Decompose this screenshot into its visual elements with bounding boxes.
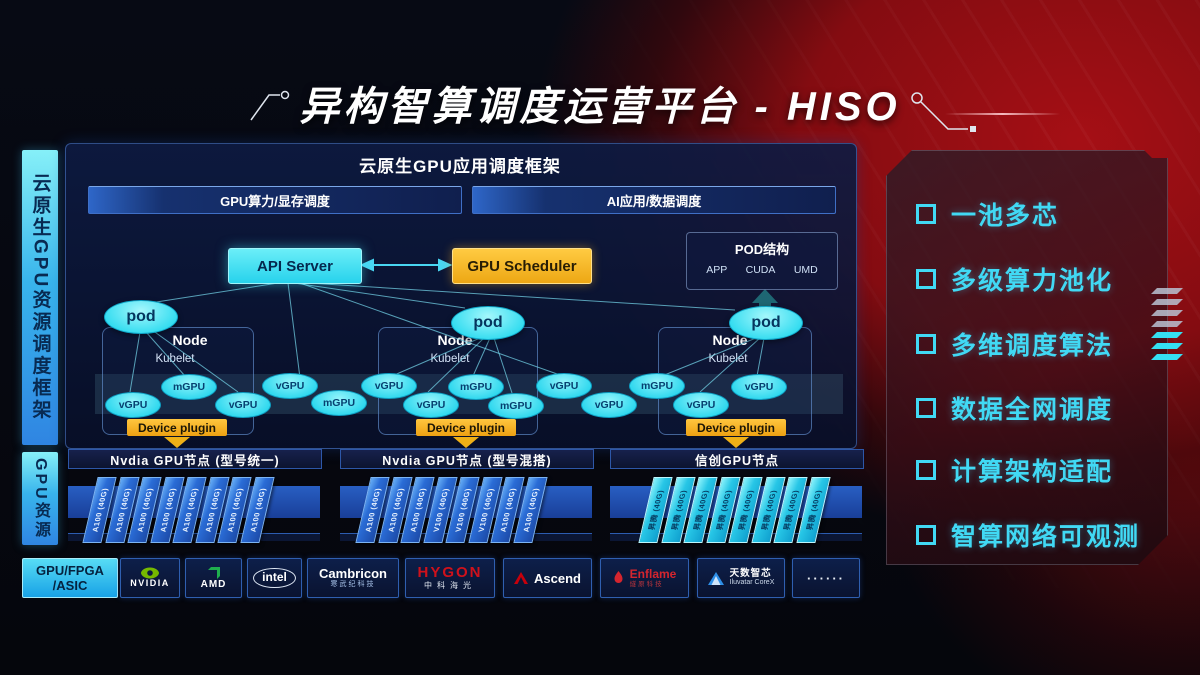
feature-item: 一池多芯	[916, 196, 1059, 232]
pod-layer-umd: UMD	[793, 264, 818, 276]
framework-title: 云原生GPU应用调度框架	[359, 157, 561, 176]
down-arrow-icon	[723, 437, 749, 448]
sidebar-gpu-label: GPU资源	[32, 457, 49, 540]
vendor-ascend: Ascend	[503, 558, 592, 598]
down-arrow-icon	[164, 437, 190, 448]
gpu-group-header-2: Nvdia GPU节点 (型号混搭)	[340, 449, 594, 469]
gpu-unit-ellipse: vGPU	[262, 373, 318, 399]
gpu-group-base	[68, 533, 320, 541]
pod-struct-box: POD结构 APP CUDA UMD	[686, 232, 838, 290]
feature-item: 数据全网调度	[916, 390, 1113, 426]
ascend-a-icon	[514, 572, 529, 584]
feature-panel: 一池多芯 多级算力池化 多维调度算法 数据全网调度 计算架构适配 智算网络可观测	[886, 150, 1168, 565]
pod-layer-app: APP	[706, 264, 728, 276]
gpu-unit-ellipse: mGPU	[311, 390, 367, 416]
feature-item: 多维调度算法	[916, 326, 1113, 362]
gpu-unit-ellipse: vGPU	[215, 392, 271, 418]
iluvatar-triangle-icon	[707, 571, 724, 585]
gpu-unit-ellipse: vGPU	[361, 373, 417, 399]
amd-arrow-icon	[207, 566, 220, 579]
vendor-hygon: HYGON 中科海光	[405, 558, 495, 598]
circuit-deco-right-icon	[911, 92, 976, 132]
square-bullet-icon	[916, 204, 936, 224]
gpu-unit-ellipse: vGPU	[536, 373, 592, 399]
gpu-unit-ellipse: vGPU	[105, 392, 161, 418]
square-bullet-icon	[916, 269, 936, 289]
pod-ellipse: pod	[104, 300, 178, 334]
node-3-name: Node	[712, 332, 748, 348]
node-1-name: Node	[172, 332, 208, 348]
node-1-agent: Kubelet	[155, 353, 195, 365]
vendor-enflame: Enflame 燧原科技	[600, 558, 689, 598]
vendor-intel: intel	[247, 558, 302, 598]
node-3-agent: Kubelet	[708, 353, 748, 365]
square-bullet-icon	[916, 525, 936, 545]
gpu-unit-ellipse: mGPU	[161, 374, 217, 400]
device-plugin-box: Device plugin	[686, 419, 786, 436]
sidebar-gpu-bar: GPU资源	[22, 452, 58, 545]
pod-ellipse: pod	[451, 306, 525, 340]
square-bullet-icon	[916, 334, 936, 354]
gpu-scheduler-box: GPU Scheduler	[452, 248, 592, 284]
gpu-group-header-1: Nvdia GPU节点 (型号统一)	[68, 449, 322, 469]
scheduling-bar-gpu: GPU算力/显存调度	[88, 186, 462, 214]
gpu-unit-ellipse: vGPU	[581, 392, 637, 418]
gpu-unit-ellipse: mGPU	[488, 393, 544, 419]
intel-oval-logo: intel	[253, 568, 296, 588]
gpu-unit-ellipse: vGPU	[403, 392, 459, 418]
sidebar-frame-bar: 云原生GPU资源调度框架	[22, 150, 58, 445]
page-title: 异构智算调度运营平台 - HISO	[299, 85, 901, 129]
enflame-flame-icon	[614, 570, 623, 583]
gpu-group-header-3: 信创GPU节点	[610, 449, 864, 469]
square-bullet-icon	[916, 460, 936, 480]
sidebar-frame-label: 云原生GPU资源调度框架	[29, 173, 51, 422]
device-plugin-box: Device plugin	[416, 419, 516, 436]
circuit-deco-left-icon	[250, 90, 290, 121]
nvidia-eye-icon	[140, 567, 159, 579]
pod-layer-cuda: CUDA	[745, 264, 776, 276]
device-plugin-box: Device plugin	[127, 419, 227, 436]
scheduling-bar-ai: AI应用/数据调度	[472, 186, 836, 214]
chip-types-line2: /ASIC	[52, 578, 88, 593]
gpu-unit-ellipse: mGPU	[448, 374, 504, 400]
feature-item: 多级算力池化	[916, 261, 1113, 297]
gpu-unit-ellipse: vGPU	[731, 374, 787, 400]
vendor-iluvatar: 天数智芯 Iluvatar CoreX	[697, 558, 785, 598]
feature-item: 智算网络可观测	[916, 517, 1140, 553]
pod-ellipse: pod	[729, 306, 803, 340]
vendor-cambricon: Cambricon 寒武纪科技	[307, 558, 399, 598]
pod-struct-title: POD结构	[734, 242, 790, 257]
chip-types-box: GPU/FPGA /ASIC	[22, 558, 118, 598]
down-arrow-icon	[453, 437, 479, 448]
gpu-unit-ellipse: mGPU	[629, 373, 685, 399]
vendor-nvidia: NVIDIA	[120, 558, 180, 598]
vendor-more: ······	[792, 558, 860, 598]
gpu-unit-ellipse: vGPU	[673, 392, 729, 418]
square-bullet-icon	[916, 398, 936, 418]
chip-types-line1: GPU/FPGA	[36, 563, 104, 578]
deco-pink-line	[945, 113, 1060, 115]
feature-item: 计算架构适配	[916, 452, 1113, 488]
api-server-box: API Server	[228, 248, 362, 284]
vendor-amd: AMD	[185, 558, 242, 598]
